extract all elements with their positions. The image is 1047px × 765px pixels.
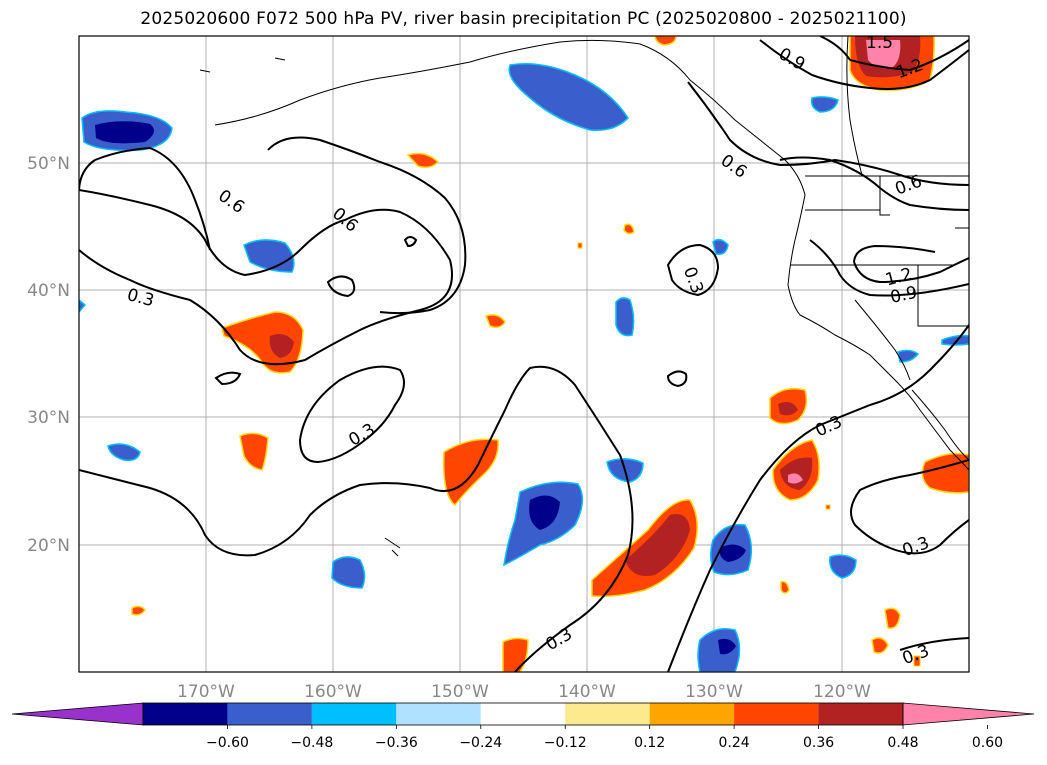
colorbar-extend-max xyxy=(902,702,1035,726)
colorbar-tick-label: 0.24 xyxy=(719,735,750,751)
colorbar-bin xyxy=(818,703,903,725)
colorbar-tick-label: 0.48 xyxy=(887,735,918,751)
colorbar-tick-label: −0.24 xyxy=(459,735,502,751)
lat-label: 30°N xyxy=(27,408,70,428)
map-frame xyxy=(78,35,970,673)
contour-label: 0.9 xyxy=(888,283,919,308)
precip-negative-areas xyxy=(79,63,969,672)
colorbar-outline xyxy=(142,702,904,726)
lat-label: 20°N xyxy=(27,536,70,556)
colorbar-bin xyxy=(311,703,397,725)
colorbar-bin xyxy=(649,703,735,725)
colorbar-bin xyxy=(565,703,650,725)
colorbar-tick-label: 0.60 xyxy=(972,735,1003,751)
contour-label-group: 0.6 0.6 0.3 0.3 0.3 0.3 0.6 0.6 0.9 1.2 … xyxy=(125,33,932,669)
contour-label: 0.6 xyxy=(717,151,751,183)
colorbar-tick-label: 0.36 xyxy=(803,735,834,751)
lon-label: 170°W xyxy=(177,682,235,702)
lon-label: 140°W xyxy=(558,682,616,702)
colorbar-tick-label: 0.12 xyxy=(634,735,665,751)
lat-label: 40°N xyxy=(27,281,70,301)
lon-label: 130°W xyxy=(685,682,743,702)
colorbar-extend-min xyxy=(11,702,144,726)
lon-label: 150°W xyxy=(431,682,489,702)
colorbar-bin xyxy=(480,703,566,725)
colorbar-bin xyxy=(143,703,228,725)
colorbar-tick-label: −0.60 xyxy=(206,735,249,751)
lat-label: 50°N xyxy=(27,154,70,174)
contour-label: 0.3 xyxy=(679,264,707,296)
colorbar: −0.60 −0.48 −0.36 −0.24 −0.12 0.12 0.24 0.36 0.4… xyxy=(11,702,1035,751)
lon-labels: 170°W 160°W 150°W 140°W 130°W 120°W xyxy=(177,682,871,702)
colorbar-tick-label: −0.36 xyxy=(375,735,418,751)
precip-positive-areas xyxy=(131,36,969,672)
contour-label: 1.5 xyxy=(866,33,893,53)
contour-label: 0.3 xyxy=(345,420,378,451)
contour-label: 0.3 xyxy=(900,641,932,669)
contour-label: 0.6 xyxy=(214,186,248,218)
pv-contours xyxy=(79,36,969,672)
lon-label: 160°W xyxy=(304,682,362,702)
contour-label: 0.3 xyxy=(900,533,932,561)
contour-label: 0.3 xyxy=(543,624,576,655)
colorbar-bin xyxy=(227,703,312,725)
map-title: 2025020600 F072 500 hPa PV, river basin … xyxy=(140,9,907,29)
colorbar-bin xyxy=(734,703,819,725)
colorbar-bin xyxy=(396,703,481,725)
lon-label: 120°W xyxy=(813,682,871,702)
lat-labels: 50°N 40°N 30°N 20°N xyxy=(27,154,70,556)
coastlines xyxy=(199,36,969,557)
colorbar-tick-label: −0.12 xyxy=(544,735,587,751)
gridlines xyxy=(79,36,969,672)
colorbar-tick-label: −0.48 xyxy=(290,735,333,751)
